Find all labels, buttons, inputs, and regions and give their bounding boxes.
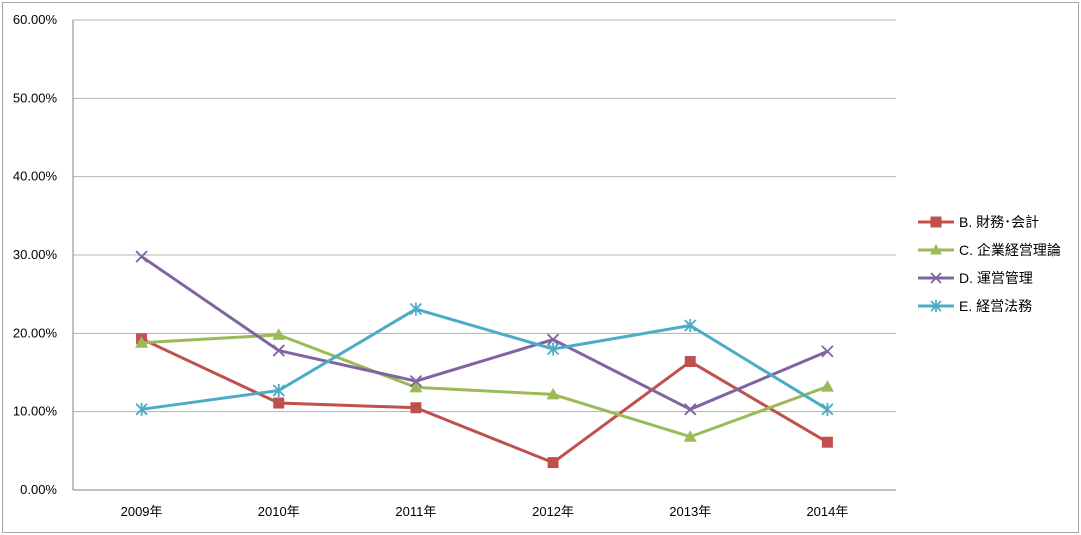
x-marker-icon [272, 344, 285, 357]
asterisk-marker-icon [546, 342, 560, 356]
x-marker-icon [930, 272, 942, 284]
legend-item: B. 財務･会計 [916, 208, 1061, 236]
triangle-marker-icon [135, 336, 149, 348]
x-marker-icon [546, 333, 560, 346]
square-marker-icon [273, 397, 285, 409]
legend-label: C. 企業経営理論 [959, 241, 1061, 258]
y-tick-label: 60.00% [13, 12, 58, 27]
y-tick-label: 50.00% [13, 90, 58, 105]
triangle-marker-icon [930, 244, 942, 255]
triangle-marker-icon [546, 387, 560, 400]
square-marker-icon [684, 356, 696, 368]
square-marker-icon [410, 402, 422, 414]
x-marker-icon [684, 403, 697, 416]
x-tick-label: 2011年 [395, 504, 436, 519]
x-tick-label: 2009年 [121, 504, 163, 519]
y-tick-label: 10.00% [13, 404, 58, 419]
legend-label: D. 運営管理 [959, 269, 1033, 286]
asterisk-marker-icon [684, 319, 697, 332]
triangle-marker-icon [409, 380, 423, 393]
asterisk-marker-icon [821, 402, 834, 416]
square-marker-icon [547, 457, 559, 469]
square-marker-icon [930, 216, 942, 228]
legend-item: D. 運営管理 [916, 264, 1061, 292]
asterisk-marker-icon [409, 302, 423, 316]
chart-legend: B. 財務･会計 C. 企業経営理論 D. 運営管理 E. 経営法務 [916, 208, 1061, 320]
triangle-marker-icon [820, 380, 834, 392]
asterisk-marker-icon [272, 384, 285, 398]
x-tick-label: 2014年 [806, 504, 848, 519]
x-tick-label: 2012年 [532, 504, 574, 519]
series-line-3 [140, 255, 829, 411]
legend-item: C. 企業経営理論 [916, 236, 1061, 264]
asterisk-marker-icon [135, 402, 148, 416]
series-line-1 [140, 337, 829, 465]
x-tick-label: 2013年 [669, 504, 711, 519]
series-line-4 [141, 307, 829, 411]
triangle-marker-icon [272, 328, 286, 340]
x-tick-label: 2010年 [258, 504, 300, 519]
square-legend-key-icon [918, 216, 954, 228]
square-marker-icon [821, 436, 833, 448]
asterisk-legend-key-icon [918, 300, 954, 312]
x-legend-key-icon [918, 272, 954, 284]
triangle-legend-key-icon [918, 244, 954, 255]
legend-label: B. 財務･会計 [959, 213, 1040, 230]
y-tick-label: 40.00% [13, 169, 58, 184]
x-marker-icon [409, 374, 423, 388]
x-marker-icon [135, 250, 148, 263]
asterisk-marker-icon [930, 300, 942, 312]
x-marker-icon [821, 345, 834, 358]
legend-label: E. 経営法務 [959, 297, 1033, 314]
y-tick-label: 30.00% [13, 247, 58, 262]
y-tick-label: 0.00% [20, 482, 57, 497]
triangle-marker-icon [683, 430, 697, 442]
y-tick-label: 20.00% [13, 325, 58, 340]
line-chart: 0.00% 10.00% 20.00% 30.00% 40.00% 50.00% 60.00… [13, 12, 896, 519]
legend-item: E. 経営法務 [916, 292, 1061, 320]
